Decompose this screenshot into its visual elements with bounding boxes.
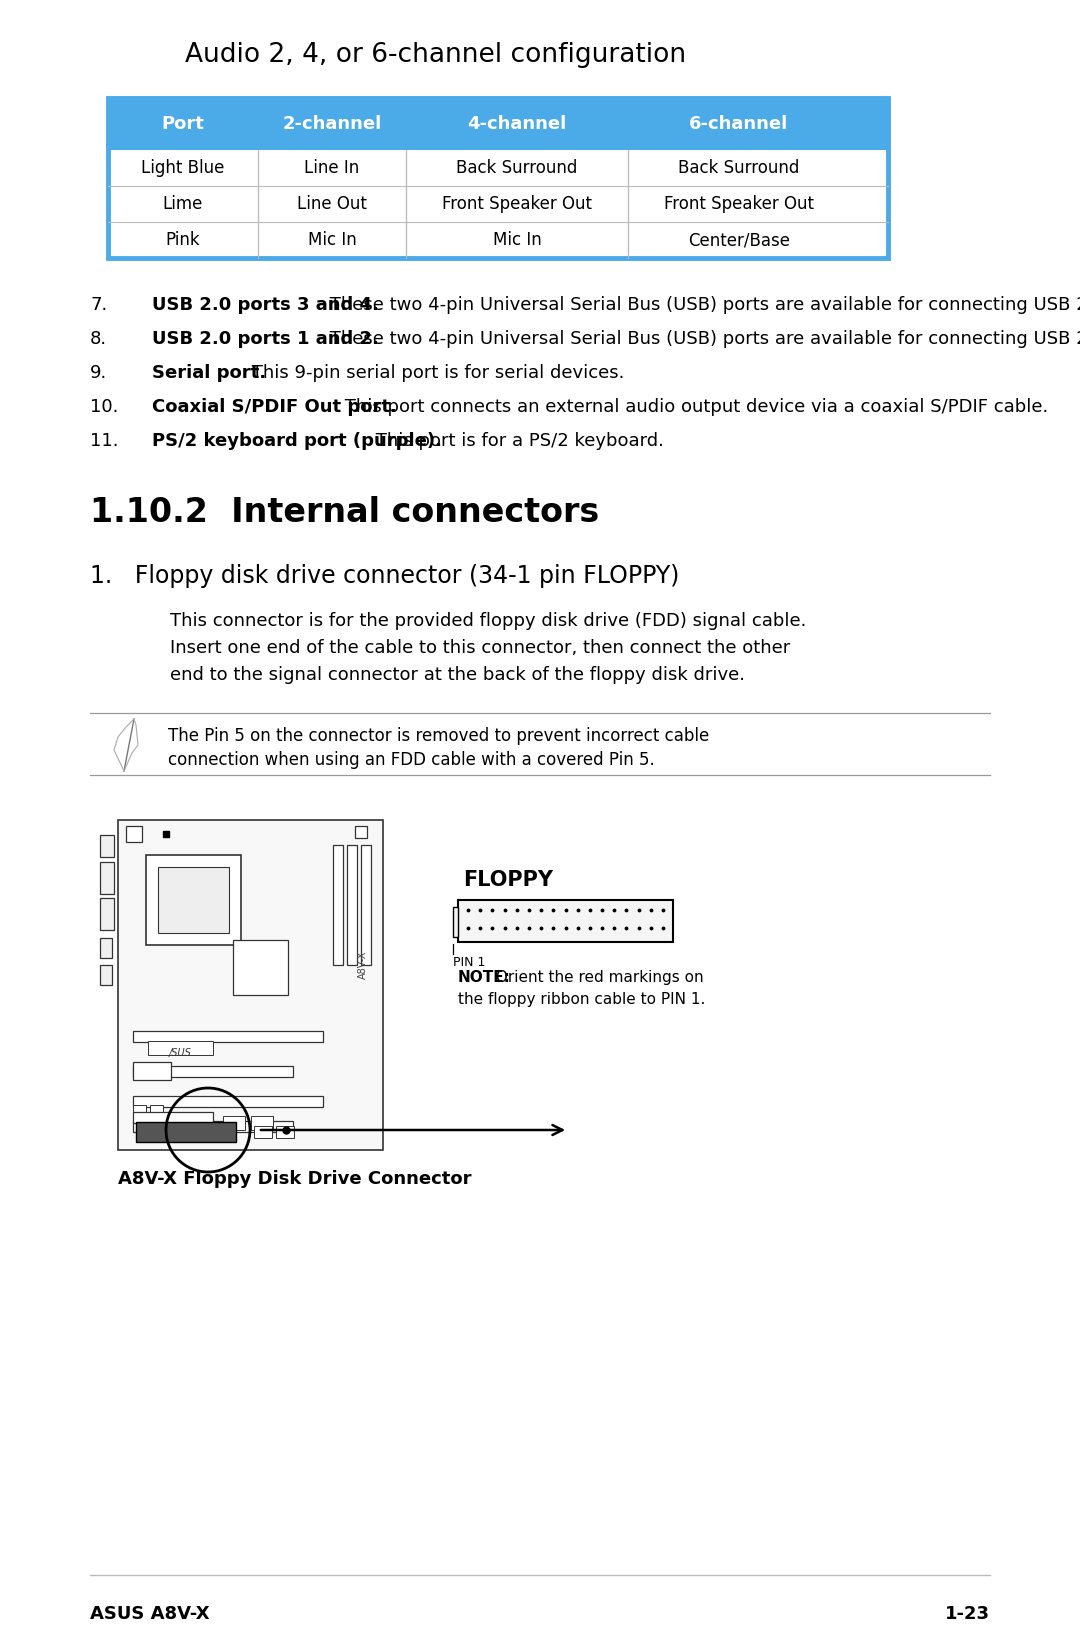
Bar — [100, 965, 112, 984]
Bar — [108, 221, 888, 259]
Text: Orient the red markings on: Orient the red markings on — [491, 970, 704, 984]
Bar — [100, 835, 114, 857]
Text: 11.: 11. — [90, 433, 119, 451]
Bar — [108, 150, 888, 185]
Bar — [100, 939, 112, 958]
Text: PS/2 keyboard port (purple).: PS/2 keyboard port (purple). — [152, 433, 442, 451]
Text: 8.: 8. — [90, 330, 107, 348]
Bar — [361, 844, 372, 965]
Text: Front Speaker Out: Front Speaker Out — [664, 195, 814, 213]
Bar — [251, 1116, 273, 1131]
Text: These two 4-pin Universal Serial Bus (USB) ports are available for connecting US: These two 4-pin Universal Serial Bus (US… — [324, 296, 1080, 314]
Text: This port is for a PS/2 keyboard.: This port is for a PS/2 keyboard. — [370, 433, 664, 451]
Bar — [158, 867, 229, 932]
Bar — [133, 1066, 293, 1077]
Bar — [108, 185, 888, 221]
Text: Front Speaker Out: Front Speaker Out — [442, 195, 592, 213]
Text: 6-channel: 6-channel — [689, 116, 788, 133]
Bar — [233, 940, 288, 996]
Bar — [355, 827, 367, 838]
Text: USB 2.0 ports 1 and 2.: USB 2.0 ports 1 and 2. — [152, 330, 379, 348]
Text: end to the signal connector at the back of the floppy disk drive.: end to the signal connector at the back … — [170, 665, 745, 683]
Text: Back Surround: Back Surround — [457, 159, 578, 177]
Text: 1.   Floppy disk drive connector (34-1 pin FLOPPY): 1. Floppy disk drive connector (34-1 pin… — [90, 565, 679, 587]
Text: This port connects an external audio output device via a coaxial S/PDIF cable.: This port connects an external audio out… — [339, 399, 1049, 417]
Bar — [133, 1032, 323, 1041]
Text: USB 2.0 ports 3 and 4.: USB 2.0 ports 3 and 4. — [152, 296, 379, 314]
Text: Coaxial S/PDIF Out port.: Coaxial S/PDIF Out port. — [152, 399, 396, 417]
Text: Mic In: Mic In — [308, 231, 356, 249]
Bar — [148, 1041, 213, 1054]
Text: These two 4-pin Universal Serial Bus (USB) ports are available for connecting US: These two 4-pin Universal Serial Bus (US… — [324, 330, 1080, 348]
Bar — [150, 1105, 163, 1114]
Text: Center/Base: Center/Base — [688, 231, 789, 249]
Bar — [108, 98, 888, 150]
Bar — [133, 1097, 323, 1106]
Text: Light Blue: Light Blue — [141, 159, 225, 177]
Text: FLOPPY: FLOPPY — [463, 870, 553, 890]
Bar — [100, 862, 114, 893]
Text: Back Surround: Back Surround — [678, 159, 799, 177]
Bar — [133, 1062, 171, 1080]
Text: Lime: Lime — [163, 195, 203, 213]
Bar — [453, 906, 458, 937]
Text: Pink: Pink — [165, 231, 200, 249]
Text: Line In: Line In — [305, 159, 360, 177]
Text: 10.: 10. — [90, 399, 119, 417]
Bar — [133, 1105, 146, 1114]
Bar — [222, 1116, 245, 1131]
Text: PIN 1: PIN 1 — [453, 957, 485, 970]
Text: ASUS A8V-X: ASUS A8V-X — [90, 1604, 210, 1624]
Text: 9.: 9. — [90, 364, 107, 382]
Bar — [118, 820, 383, 1150]
Text: Audio 2, 4, or 6-channel configuration: Audio 2, 4, or 6-channel configuration — [185, 42, 686, 68]
Text: the floppy ribbon cable to PIN 1.: the floppy ribbon cable to PIN 1. — [458, 992, 705, 1007]
Text: Serial port.: Serial port. — [152, 364, 266, 382]
Text: Insert one end of the cable to this connector, then connect the other: Insert one end of the cable to this conn… — [170, 639, 791, 657]
Text: A8V-X Floppy Disk Drive Connector: A8V-X Floppy Disk Drive Connector — [118, 1170, 472, 1188]
Bar — [133, 1111, 213, 1123]
Text: 1.10.2  Internal connectors: 1.10.2 Internal connectors — [90, 496, 599, 529]
Bar — [126, 827, 141, 843]
Bar — [254, 1126, 272, 1137]
Bar — [333, 844, 343, 965]
Text: 1-23: 1-23 — [945, 1604, 990, 1624]
Bar — [136, 1123, 237, 1142]
Text: Port: Port — [162, 116, 204, 133]
Bar — [458, 900, 673, 942]
Bar — [133, 1121, 293, 1132]
Text: This connector is for the provided floppy disk drive (FDD) signal cable.: This connector is for the provided flopp… — [170, 612, 807, 630]
Text: This 9-pin serial port is for serial devices.: This 9-pin serial port is for serial dev… — [245, 364, 624, 382]
Text: /SUS: /SUS — [168, 1048, 191, 1058]
Text: A8V-X: A8V-X — [357, 950, 368, 979]
Text: NOTE:: NOTE: — [458, 970, 511, 984]
Bar — [146, 856, 241, 945]
Text: connection when using an FDD cable with a covered Pin 5.: connection when using an FDD cable with … — [168, 752, 654, 770]
Text: 4-channel: 4-channel — [468, 116, 567, 133]
Bar — [276, 1126, 294, 1137]
Text: Mic In: Mic In — [492, 231, 541, 249]
Text: 7.: 7. — [90, 296, 107, 314]
Bar — [347, 844, 357, 965]
Text: 2-channel: 2-channel — [282, 116, 381, 133]
Bar — [108, 98, 888, 259]
Bar — [100, 898, 114, 931]
Text: The Pin 5 on the connector is removed to prevent incorrect cable: The Pin 5 on the connector is removed to… — [168, 727, 710, 745]
Text: Line Out: Line Out — [297, 195, 367, 213]
